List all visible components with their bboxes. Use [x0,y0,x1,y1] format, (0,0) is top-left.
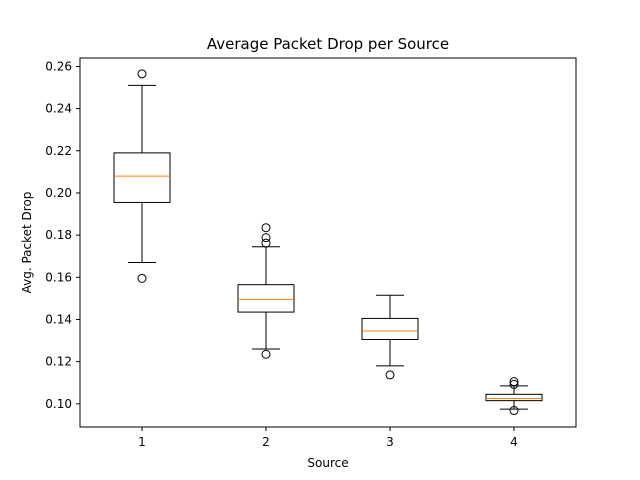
x-tick-label: 1 [138,435,146,449]
x-axis-label: Source [307,456,348,470]
y-tick-label: 0.10 [45,397,72,411]
plot-area: 0.10 0.12 0.14 0.16 0.18 0.20 0.22 0.24 0.26 1 2 3 4 [45,59,543,449]
outlier-point [137,69,147,79]
y-tick-label: 0.20 [45,186,72,200]
y-axis-label: Avg. Packet Drop [20,192,34,294]
box [361,317,419,340]
box [237,284,295,313]
outlier-point [385,370,395,380]
y-tick-label: 0.14 [45,312,72,326]
outlier-point [261,349,271,359]
y-tick-label: 0.18 [45,228,72,242]
box [485,393,543,402]
y-tick-label: 0.22 [45,144,72,158]
plot-frame [79,57,577,428]
outlier-point [261,238,271,248]
x-tick-label: 2 [262,435,270,449]
outlier-point [137,273,147,283]
x-tick-label: 3 [386,435,394,449]
outlier-point [261,233,271,243]
y-tick-label: 0.24 [45,102,72,116]
chart-title: Average Packet Drop per Source [207,35,449,53]
y-tick-label: 0.12 [45,355,72,369]
outlier-point [509,406,519,416]
outlier-point [509,379,519,389]
outlier-point [261,223,271,233]
y-tick-label: 0.16 [45,270,72,284]
x-tick-label: 4 [510,435,518,449]
outlier-point [509,377,519,387]
box [113,152,171,203]
y-tick-label: 0.26 [45,59,72,73]
